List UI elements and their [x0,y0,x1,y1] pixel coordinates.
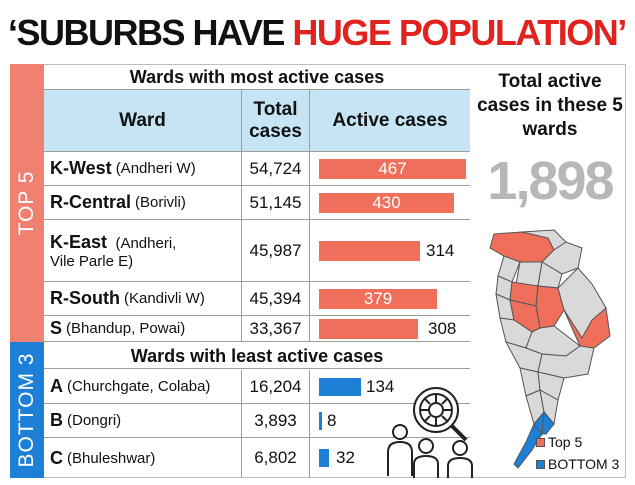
cases-table: Wards with most active cases Ward Total … [44,64,470,478]
active-bar-red: 467 [319,159,466,179]
ward-name: R-South [50,288,120,308]
active-cases-cell: 134 [310,370,470,403]
header-total-cases: Total cases [242,90,310,152]
ward-name: C [50,447,63,468]
table-header-row: Ward Total cases Active cases [44,90,470,152]
ward-area-line2: Vile Parle E) [50,252,134,270]
total-cases-cell: 3,893 [242,404,310,437]
virus-magnifier-people-icon [387,387,473,478]
table-row: A (Churchgate, Colaba) 16,204 134 [44,370,470,404]
active-cases-cell: 467 [310,152,470,185]
ward-name: K-East [50,231,108,252]
ward-area: (Churchgate, Colaba) [67,378,211,395]
top5-side-label: TOP 5 [15,170,38,236]
table-row: B (Dongri) 3,893 8 [44,404,470,438]
total-cases-cell: 33,367 [242,316,310,341]
ward-area: (Andheri W) [115,160,196,177]
legend-top5-label: Top 5 [548,434,583,450]
ward-cell: K-West (Andheri W) [44,152,242,185]
top5-side-band: TOP 5 [10,64,44,342]
headline-red-part: HUGE POPULATION’ [292,12,627,53]
total-cases-cell: 45,987 [242,220,310,281]
table-row: S (Bhandup, Powai) 33,367 308 [44,316,470,342]
active-bar-red [319,319,418,339]
total-cases-cell: 51,145 [242,186,310,219]
ward-name: K-West [50,158,112,178]
legend-bottom3: BOTTOM 3 [536,456,619,472]
ward-cell: C (Bhuleshwar) [44,438,242,478]
active-cases-cell: 308 [310,316,470,341]
ward-area: (Borivli) [135,194,186,211]
active-value: 308 [428,319,457,338]
total-cases-cell: 54,724 [242,152,310,185]
ward-name: S [50,318,63,338]
active-value: 32 [336,448,355,467]
headline-black-part: ‘SUBURBS HAVE [8,12,293,53]
active-value: 134 [366,377,395,396]
active-bar-red: 379 [319,289,437,309]
active-bar-red [319,241,420,261]
ward-area: (Kandivli W) [123,290,205,307]
summary-title: Total active cases in these 5 wards [477,71,623,140]
total-cases-cell: 6,802 [242,438,310,478]
total-cases-cell: 45,394 [242,282,310,315]
table-row: K-East (Andheri, Vile Parle E) 45,987 31… [44,220,470,282]
active-bar-red: 430 [319,193,454,213]
ward-area: (Dongri) [67,412,122,429]
top-section-title: Wards with most active cases [44,64,470,90]
table-row: K-West (Andheri W) 54,724 467 [44,152,470,186]
header-ward: Ward [44,90,242,152]
ward-cell: R-Central (Borivli) [44,186,242,219]
ward-cell: S (Bhandup, Powai) [44,316,242,341]
legend-bottom3-label: BOTTOM 3 [548,456,620,472]
ward-name: A [50,376,63,396]
ward-cell: K-East (Andheri, Vile Parle E) [44,220,242,281]
summary-value: 1,898 [487,151,614,211]
active-cases-cell: 430 [310,186,470,219]
active-bar-blue [319,378,361,396]
bottom-section-title: Wards with least active cases [44,343,470,369]
table-row: C (Bhuleshwar) 6,802 32 [44,438,470,478]
active-cases-cell: 314 [310,220,470,281]
table-row: R-Central (Borivli) 51,145 430 [44,186,470,220]
active-cases-cell: 32 [310,438,470,478]
legend-top5: Top 5 [536,434,582,450]
ward-cell: R-South (Kandivli W) [44,282,242,315]
total-cases-cell: 16,204 [242,370,310,403]
bottom3-side-band: BOTTOM 3 [10,342,44,478]
ward-name: B [50,410,63,430]
legend-swatch-red [536,437,545,447]
headline: ‘SUBURBS HAVE HUGE POPULATION’ [8,10,628,56]
ward-name: R-Central [50,192,132,212]
ward-area: (Bhandup, Powai) [66,320,186,337]
header-active-cases: Active cases [332,110,448,131]
active-value: 8 [327,411,337,430]
ward-area: (Bhuleshwar) [67,449,156,467]
bottom3-side-label: BOTTOM 3 [15,352,38,468]
legend-swatch-blue [536,459,545,469]
active-bar-blue [319,412,322,430]
active-bar-blue [319,449,329,467]
active-cases-cell: 8 [310,404,470,437]
mumbai-wards-map [489,229,611,469]
ward-cell: B (Dongri) [44,404,242,437]
active-value: 314 [426,241,455,260]
ward-cell: A (Churchgate, Colaba) [44,370,242,403]
ward-area: (Andheri, [115,234,177,252]
active-cases-cell: 379 [310,282,470,315]
table-row: R-South (Kandivli W) 45,394 379 [44,282,470,316]
